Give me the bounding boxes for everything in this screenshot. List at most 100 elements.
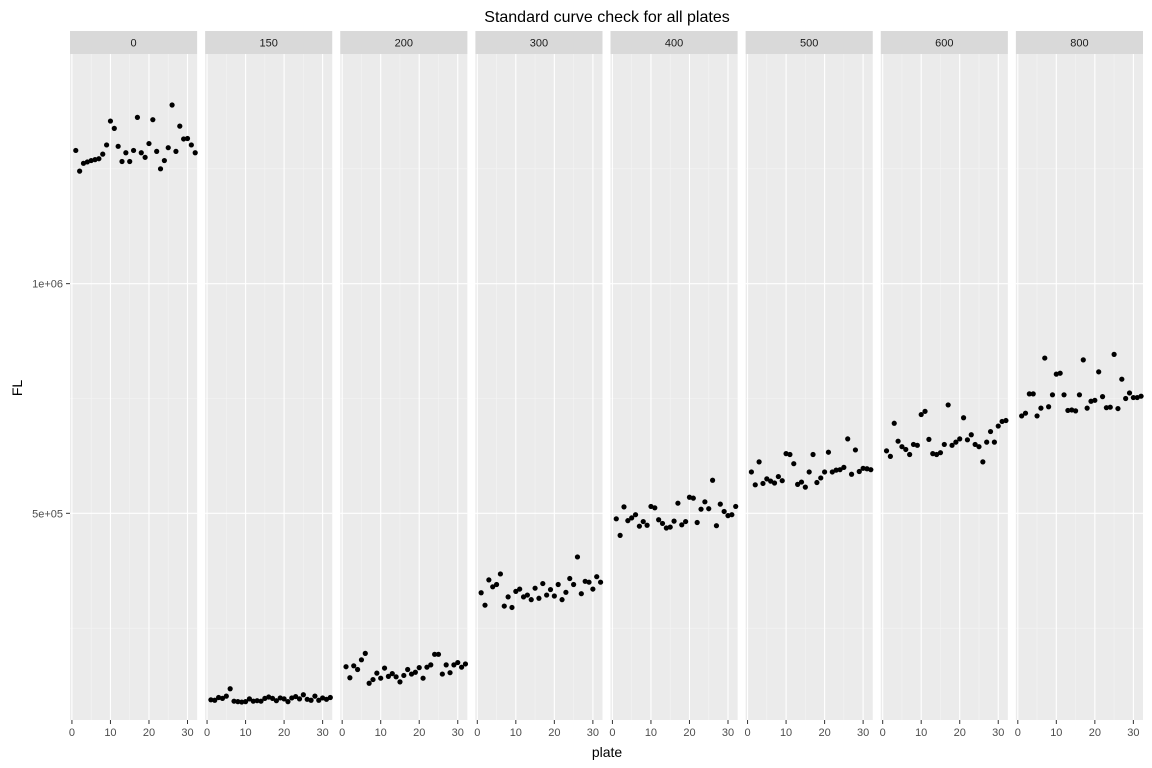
data-point xyxy=(447,670,453,676)
data-point xyxy=(636,523,642,529)
data-point xyxy=(528,597,534,603)
facet-strip-label: 150 xyxy=(260,38,278,50)
data-point xyxy=(652,505,658,511)
data-point xyxy=(192,150,198,156)
data-point xyxy=(821,469,828,475)
data-point xyxy=(393,674,399,680)
data-point xyxy=(1103,405,1110,411)
facet-panel-400: 400 0 10 20 30 xyxy=(609,31,739,739)
data-point xyxy=(208,697,214,703)
data-point xyxy=(887,453,893,459)
data-point xyxy=(123,150,129,156)
data-point xyxy=(177,123,183,129)
data-point xyxy=(1042,355,1048,361)
data-point xyxy=(848,471,855,477)
facet-strip-label: 400 xyxy=(665,38,683,50)
data-point xyxy=(1022,410,1029,416)
y-tick-label: 5e+05 xyxy=(32,508,63,520)
x-tick-label: 30 xyxy=(992,727,1004,739)
data-point xyxy=(235,699,241,705)
panel-background xyxy=(610,54,738,720)
data-point xyxy=(629,515,635,521)
data-point xyxy=(953,439,959,445)
x-tick-label: 0 xyxy=(69,727,75,739)
data-point xyxy=(250,698,256,704)
x-tick-label: 10 xyxy=(915,727,927,739)
data-point xyxy=(536,595,542,601)
data-point xyxy=(937,450,944,456)
data-point xyxy=(675,500,681,506)
data-point xyxy=(184,135,191,142)
data-point xyxy=(1019,413,1025,419)
data-point xyxy=(312,693,318,699)
data-point xyxy=(1099,394,1106,400)
data-point xyxy=(1107,404,1113,410)
data-point xyxy=(729,512,735,518)
data-point xyxy=(181,136,187,142)
data-point xyxy=(405,666,411,673)
data-point xyxy=(96,156,102,162)
data-point xyxy=(281,696,287,702)
data-point xyxy=(269,695,276,702)
data-point xyxy=(358,657,365,663)
x-tick-label: 20 xyxy=(413,727,425,739)
data-point xyxy=(246,696,253,702)
facet-strip xyxy=(610,31,738,54)
data-point xyxy=(458,664,465,670)
data-point xyxy=(316,697,322,703)
data-point xyxy=(385,673,392,679)
data-point xyxy=(791,461,797,467)
data-point xyxy=(354,666,361,673)
data-point xyxy=(1096,369,1102,375)
data-point xyxy=(223,693,229,699)
data-point xyxy=(130,147,137,154)
data-point xyxy=(154,148,160,154)
data-point xyxy=(1092,397,1098,403)
data-point xyxy=(621,504,627,510)
facet-strip-label: 300 xyxy=(530,38,548,50)
data-point xyxy=(702,499,708,505)
facet-strip xyxy=(745,31,873,54)
data-point xyxy=(242,699,249,705)
data-point xyxy=(991,439,997,445)
x-tick-label: 10 xyxy=(1050,727,1062,739)
data-point xyxy=(227,686,233,692)
x-tick-label: 30 xyxy=(857,727,869,739)
data-point xyxy=(462,661,469,667)
data-point xyxy=(532,585,538,591)
data-point xyxy=(903,446,909,453)
data-point xyxy=(285,699,291,705)
panel-background xyxy=(745,54,873,720)
data-point xyxy=(165,145,171,151)
data-point xyxy=(157,166,164,172)
data-point xyxy=(559,597,565,603)
data-point xyxy=(327,694,333,701)
data-point xyxy=(486,577,492,583)
data-point xyxy=(401,672,407,679)
data-point xyxy=(1003,417,1009,424)
facet-panel-600: 600 0 10 20 30 xyxy=(880,31,1009,739)
data-point xyxy=(852,447,859,453)
data-point xyxy=(443,662,449,668)
data-point xyxy=(381,665,388,671)
data-point xyxy=(679,522,685,528)
data-point xyxy=(161,157,167,164)
x-tick-label: 0 xyxy=(609,727,615,739)
data-point xyxy=(428,662,434,668)
facet-strip xyxy=(1015,31,1143,54)
data-point xyxy=(1126,390,1133,396)
x-tick-label: 10 xyxy=(510,727,522,739)
data-point xyxy=(389,671,395,677)
data-point xyxy=(597,579,604,585)
data-point xyxy=(1034,413,1040,419)
data-point xyxy=(490,584,496,590)
data-point xyxy=(150,117,156,123)
facet-strip-label: 200 xyxy=(395,38,413,50)
data-point xyxy=(574,554,581,560)
x-tick-label: 0 xyxy=(880,727,886,739)
x-tick-label: 20 xyxy=(548,727,560,739)
data-point xyxy=(779,478,785,484)
x-tick-label: 30 xyxy=(181,727,193,739)
data-point xyxy=(1123,395,1129,402)
